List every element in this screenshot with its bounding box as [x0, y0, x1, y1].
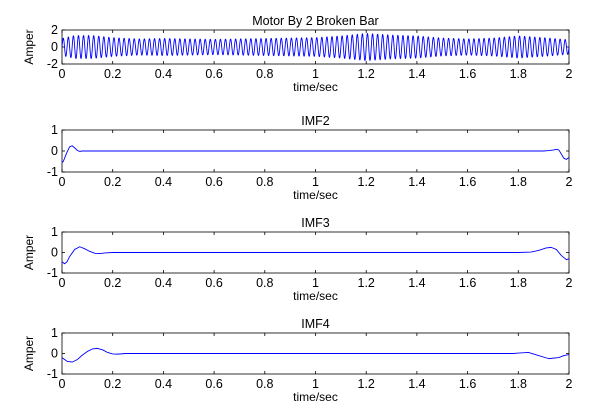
- x-tick-label: 0: [59, 67, 66, 81]
- series-line: [61, 33, 570, 61]
- y-tick-label: -1: [47, 266, 58, 280]
- x-tick-label: 1: [312, 377, 319, 391]
- x-tick-label: 0.8: [256, 276, 273, 290]
- x-tick-label: 1.6: [459, 67, 476, 81]
- x-tick-label: 1.8: [510, 377, 527, 391]
- y-tick-label: 2: [51, 23, 58, 37]
- x-tick-label: 0.2: [104, 175, 121, 189]
- x-tick-label: 0.6: [205, 276, 222, 290]
- x-tick-label: 2: [566, 175, 573, 189]
- x-tick-label: 0.6: [205, 175, 222, 189]
- x-tick-label: 1.8: [510, 276, 527, 290]
- x-tick-label: 0.2: [104, 67, 121, 81]
- series-line: [61, 347, 570, 363]
- y-tick-label: -2: [47, 57, 58, 71]
- x-tick-label: 0.8: [256, 67, 273, 81]
- subplot-1: Motor By 2 Broken Bar 0 0.2 0.4 0.6 0.8 1 1.2 1.…: [22, 14, 573, 94]
- y-tick-label: 0: [51, 144, 58, 158]
- x-tick-label: 1: [312, 175, 319, 189]
- x-tick-label: 1.6: [459, 377, 476, 391]
- x-tick-label: 0: [59, 377, 66, 391]
- subplot-title: IMF4: [301, 317, 330, 331]
- x-tick-label: 1.6: [459, 276, 476, 290]
- x-tick-label: 1.2: [358, 175, 375, 189]
- subplot-title: Motor By 2 Broken Bar: [252, 14, 378, 28]
- x-tick-label: 0.8: [256, 175, 273, 189]
- x-axis-label: time/sec: [293, 289, 338, 303]
- x-tick-label: 1.6: [459, 175, 476, 189]
- x-tick-label: 1: [312, 276, 319, 290]
- x-tick-label: 1.2: [358, 276, 375, 290]
- x-axis-label: time/sec: [293, 80, 338, 94]
- x-tick-label: 0.2: [104, 276, 121, 290]
- subplot-title: IMF3: [301, 216, 330, 230]
- x-tick-label: 1.4: [408, 175, 425, 189]
- x-tick-label: 0.8: [256, 377, 273, 391]
- x-axis-label: time/sec: [293, 188, 338, 202]
- x-tick-label: 0.2: [104, 377, 121, 391]
- x-tick-label: 1.2: [358, 67, 375, 81]
- x-tick-label: 2: [566, 67, 573, 81]
- y-tick-label: 1: [51, 123, 58, 137]
- subplot-title: IMF2: [301, 114, 330, 128]
- x-tick-label: 1.2: [358, 377, 375, 391]
- x-tick-label: 1: [312, 67, 319, 81]
- x-tick-label: 2: [566, 377, 573, 391]
- y-tick-label: -1: [47, 367, 58, 381]
- x-tick-label: 1.8: [510, 67, 527, 81]
- x-tick-label: 0.4: [155, 377, 172, 391]
- x-tick-label: 1.4: [408, 276, 425, 290]
- x-tick-label: 0.4: [155, 276, 172, 290]
- x-tick-label: 1.8: [510, 175, 527, 189]
- x-tick-label: 2: [566, 276, 573, 290]
- y-tick-label: 0: [51, 347, 58, 361]
- y-tick-label: 0: [51, 40, 58, 54]
- y-tick-label: 1: [51, 225, 58, 239]
- x-tick-label: 1.4: [408, 67, 425, 81]
- y-axis-label: Amper: [22, 235, 36, 270]
- series-line: [61, 145, 570, 163]
- y-tick-label: 0: [51, 246, 58, 260]
- x-axis-label: time/sec: [293, 390, 338, 404]
- x-tick-label: 1.4: [408, 377, 425, 391]
- y-axis-label: Amper: [22, 29, 36, 64]
- y-tick-label: -1: [47, 165, 58, 179]
- x-tick-label: 0: [59, 276, 66, 290]
- x-tick-label: 0.4: [155, 67, 172, 81]
- x-tick-label: 0: [59, 175, 66, 189]
- y-tick-label: 1: [51, 326, 58, 340]
- series-line: [61, 246, 570, 265]
- x-tick-label: 0.6: [205, 67, 222, 81]
- x-tick-label: 0.4: [155, 175, 172, 189]
- y-axis-label: Amper: [22, 336, 36, 371]
- x-tick-label: 0.6: [205, 377, 222, 391]
